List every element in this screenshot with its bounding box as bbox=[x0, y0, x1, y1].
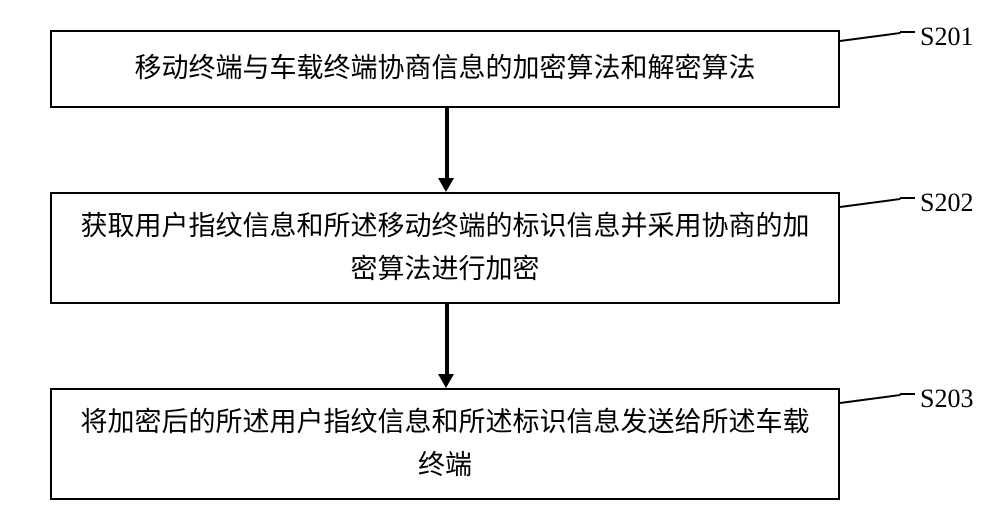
label-connector-diag-s201 bbox=[840, 32, 900, 42]
step-text-s202: 获取用户指纹信息和所述移动终端的标识信息并采用协商的加密算法进行加密 bbox=[72, 205, 818, 291]
label-connector-diag-s203 bbox=[840, 394, 900, 404]
step-text-s201: 移动终端与车载终端协商信息的加密算法和解密算法 bbox=[135, 47, 756, 90]
step-label-s203: S203 bbox=[920, 384, 973, 414]
label-connector-h-s202 bbox=[900, 197, 915, 199]
step-label-s202: S202 bbox=[920, 188, 973, 218]
arrow-line-1 bbox=[445, 108, 449, 178]
step-text-s203: 将加密后的所述用户指纹信息和所述标识信息发送给所述车载终端 bbox=[72, 401, 818, 487]
label-connector-h-s203 bbox=[900, 393, 915, 395]
arrow-line-2 bbox=[445, 304, 449, 374]
arrow-head-1 bbox=[438, 178, 454, 192]
step-box-s202: 获取用户指纹信息和所述移动终端的标识信息并采用协商的加密算法进行加密 bbox=[50, 192, 840, 304]
step-label-s201: S201 bbox=[920, 22, 973, 52]
flowchart-container: 移动终端与车载终端协商信息的加密算法和解密算法 S201 获取用户指纹信息和所述… bbox=[0, 0, 1000, 519]
step-box-s203: 将加密后的所述用户指纹信息和所述标识信息发送给所述车载终端 bbox=[50, 388, 840, 500]
arrow-head-2 bbox=[438, 374, 454, 388]
step-box-s201: 移动终端与车载终端协商信息的加密算法和解密算法 bbox=[50, 30, 840, 108]
label-connector-diag-s202 bbox=[840, 198, 900, 208]
label-connector-h-s201 bbox=[900, 31, 915, 33]
